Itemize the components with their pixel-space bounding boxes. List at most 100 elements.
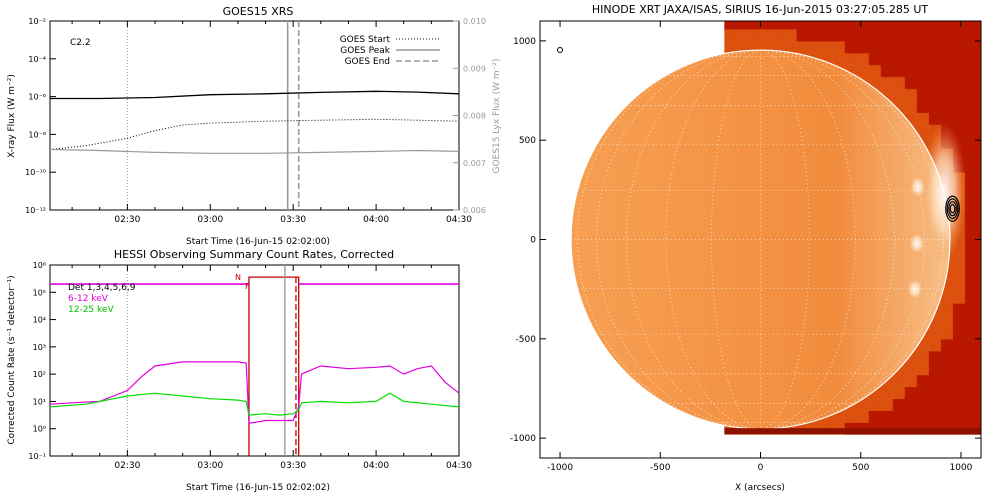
xrt-texture-block bbox=[760, 28, 774, 42]
xrt-texture-block bbox=[904, 398, 918, 411]
xrt-texture-block bbox=[916, 112, 930, 125]
xrt-texture-block bbox=[940, 40, 954, 54]
xrt-texture-block bbox=[964, 183, 978, 197]
xrt-texture-block bbox=[940, 21, 954, 30]
xrt-texture-block bbox=[892, 76, 906, 90]
xrt-texture-block bbox=[820, 40, 834, 54]
xrt-texture-block bbox=[928, 52, 942, 66]
xrt-texture-block bbox=[832, 40, 846, 54]
xrt-texture-block bbox=[916, 362, 930, 376]
xrt-texture-block bbox=[880, 386, 894, 400]
x-tick-label: 03:00 bbox=[197, 215, 223, 225]
xrt-texture-block bbox=[952, 255, 966, 268]
goes-annotation: C2.2 bbox=[70, 38, 91, 48]
xrt-texture-block bbox=[940, 314, 954, 328]
xrt-texture-block bbox=[868, 52, 882, 66]
xrt-texture-block bbox=[976, 171, 981, 185]
y-tick-label: 10⁵ bbox=[33, 288, 46, 297]
goes-y2-label: GOES15 Lyx Flux (W m⁻²) bbox=[492, 59, 502, 174]
xrt-texture-block bbox=[952, 398, 966, 411]
xrt-texture-block bbox=[796, 28, 810, 42]
xrt-texture-block bbox=[964, 52, 978, 66]
x-tick-label: 03:30 bbox=[280, 215, 306, 225]
xrt-texture-block bbox=[784, 21, 798, 30]
x-tick-label: 02:30 bbox=[114, 215, 140, 225]
xrt-texture-block bbox=[928, 362, 942, 376]
xrt-texture-block bbox=[880, 28, 894, 42]
xrt-texture-block bbox=[940, 386, 954, 400]
goes-title: GOES15 XRS bbox=[223, 5, 294, 18]
y-tick-label: 10⁻¹² bbox=[25, 206, 46, 215]
xrt-texture-block bbox=[916, 21, 930, 30]
goes-series-line-1 bbox=[49, 118, 460, 150]
goes-legend-peak-label: GOES Peak bbox=[340, 46, 390, 56]
xrt-texture-block bbox=[964, 314, 978, 328]
xrt-texture-block bbox=[904, 21, 918, 30]
xrt-texture-block bbox=[916, 52, 930, 66]
xrt-texture-block bbox=[916, 28, 930, 42]
xrt-texture-block bbox=[844, 40, 858, 54]
xrt-texture-block bbox=[976, 76, 981, 90]
y-tick-label: 10⁴ bbox=[33, 316, 46, 325]
xrt-texture-block bbox=[904, 410, 918, 423]
xrt-texture-block bbox=[976, 124, 981, 137]
xrt-texture-block bbox=[964, 88, 978, 102]
xrt-texture-block bbox=[904, 76, 918, 90]
xrt-texture-block bbox=[916, 40, 930, 54]
xrt-corner-marker bbox=[557, 47, 563, 53]
xrt-texture-block bbox=[952, 291, 966, 304]
xrt-texture-block bbox=[976, 100, 981, 113]
xrt-texture-block bbox=[772, 28, 786, 42]
hessi-night-bracket bbox=[248, 276, 300, 456]
longitude-line bbox=[665, 50, 761, 429]
xrt-texture-block bbox=[940, 374, 954, 388]
xrt-texture-block bbox=[952, 21, 966, 30]
xrt-texture-block bbox=[976, 88, 981, 102]
longitude-line bbox=[626, 50, 761, 429]
xrt-texture-block bbox=[940, 326, 954, 340]
xrt-texture-block bbox=[916, 100, 930, 113]
xrt-texture-block bbox=[928, 88, 942, 102]
xrt-texture-block bbox=[904, 386, 918, 400]
hessi-plot-frame bbox=[49, 264, 460, 457]
xrt-texture-block bbox=[748, 21, 761, 30]
xrt-texture-block bbox=[964, 100, 978, 113]
y2-tick-label: 0.010 bbox=[463, 17, 486, 26]
xrt-texture-block bbox=[952, 76, 966, 90]
goes-series-line-0 bbox=[50, 90, 460, 100]
xrt-texture-block bbox=[892, 21, 906, 30]
xrt-texture-block bbox=[976, 28, 981, 42]
xrt-texture-block bbox=[928, 76, 942, 90]
longitude-line bbox=[760, 50, 856, 429]
xrt-texture-block bbox=[976, 64, 981, 78]
xrt-texture-block bbox=[928, 398, 942, 411]
xrt-y-tick-label: 500 bbox=[519, 136, 536, 146]
y-tick-label: 10³ bbox=[33, 343, 46, 352]
xrt-texture-block bbox=[940, 100, 954, 113]
xrt-texture-block bbox=[916, 350, 930, 364]
xrt-texture-block bbox=[928, 100, 942, 113]
hessi-legend-detectors: Det 1,3,4,5,6,9 bbox=[68, 283, 136, 293]
rhessi-contour-2 bbox=[948, 201, 957, 217]
goes-x-label: Start Time (16-Jun-15 02:02:00) bbox=[186, 237, 330, 247]
xrt-texture-block bbox=[868, 64, 882, 78]
xrt-texture-block bbox=[964, 255, 978, 268]
xrt-texture-block bbox=[976, 398, 981, 411]
xrt-texture-block bbox=[964, 362, 978, 376]
xrt-texture-block bbox=[904, 64, 918, 78]
xrt-texture-block bbox=[880, 398, 894, 411]
xrt-texture-block bbox=[892, 28, 906, 42]
xrt-texture-block bbox=[940, 350, 954, 364]
xrt-texture-block bbox=[952, 386, 966, 400]
xrt-texture-block bbox=[880, 76, 894, 90]
xrt-texture-block bbox=[976, 21, 981, 30]
longitude-line bbox=[760, 50, 944, 429]
xrt-texture-block bbox=[976, 112, 981, 125]
goes-legend-end-label: GOES End bbox=[345, 57, 390, 67]
xrt-texture-block bbox=[904, 362, 918, 376]
xrt-texture-block bbox=[964, 350, 978, 364]
goes-y2-ticks: 0.006 0.007 0.008 0.009 0.010 bbox=[453, 17, 486, 215]
xrt-y-tick-label: -500 bbox=[516, 335, 537, 345]
xrt-y-tick-label: -1000 bbox=[510, 434, 536, 444]
xrt-texture-block bbox=[940, 398, 954, 411]
